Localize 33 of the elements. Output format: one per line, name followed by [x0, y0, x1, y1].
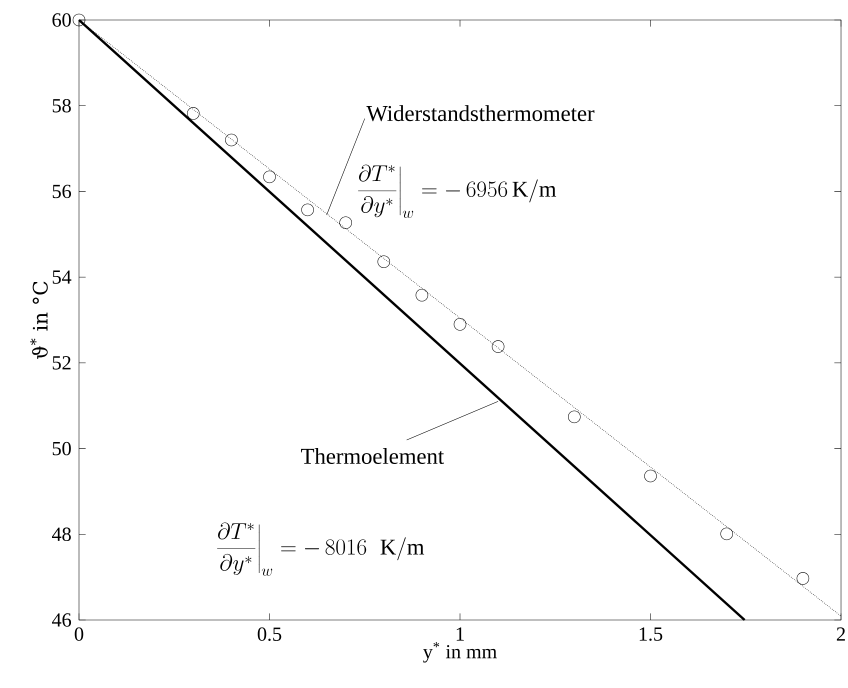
point [72, 14, 86, 26]
point [568, 410, 581, 424]
y-tick-label: 46 [52, 613, 72, 627]
point [263, 170, 276, 184]
y-tick-label: 56 [52, 184, 72, 198]
point [454, 318, 466, 331]
point [492, 340, 504, 353]
point [301, 204, 314, 216]
point [378, 255, 390, 268]
x-tick-label: 1 [456, 627, 464, 641]
point [644, 470, 657, 482]
x-tick-label: 2 [836, 627, 845, 641]
y-tick-label: 52 [52, 356, 71, 370]
y-tick-label: 60 [52, 13, 71, 27]
point [187, 107, 200, 120]
x-tick-label: 0.5 [258, 627, 282, 641]
x-axis-title: y$^{*}$ in mm [423, 642, 497, 663]
y-tick-label: 54 [52, 270, 72, 284]
y-tick-label: 48 [52, 528, 71, 542]
y-tick-label: 50 [52, 442, 71, 456]
point [225, 134, 238, 146]
annotation: $\left.\frac{\partial T^*}{\partial y^*}\right|_w = -\,6956\,\mathrm{K/m}$ [358, 164, 556, 218]
y-tick-label: 58 [52, 98, 71, 112]
annotation: Thermoelement [301, 448, 444, 464]
y-axis-title: ϑ$^{*}$ in °C [30, 282, 48, 359]
point [720, 528, 733, 540]
point [339, 216, 352, 229]
annotation: Widerstandsthermometer [366, 105, 594, 122]
x-tick-label: 0 [74, 627, 84, 641]
x-tick-label: 1.5 [640, 627, 662, 641]
point [796, 572, 810, 585]
point [416, 288, 428, 302]
annotation: $\left.\frac{\partial T^*}{\partial y^*}\right|_w = -\,8016\;\;\mathrm{K/m}$ [217, 522, 424, 576]
